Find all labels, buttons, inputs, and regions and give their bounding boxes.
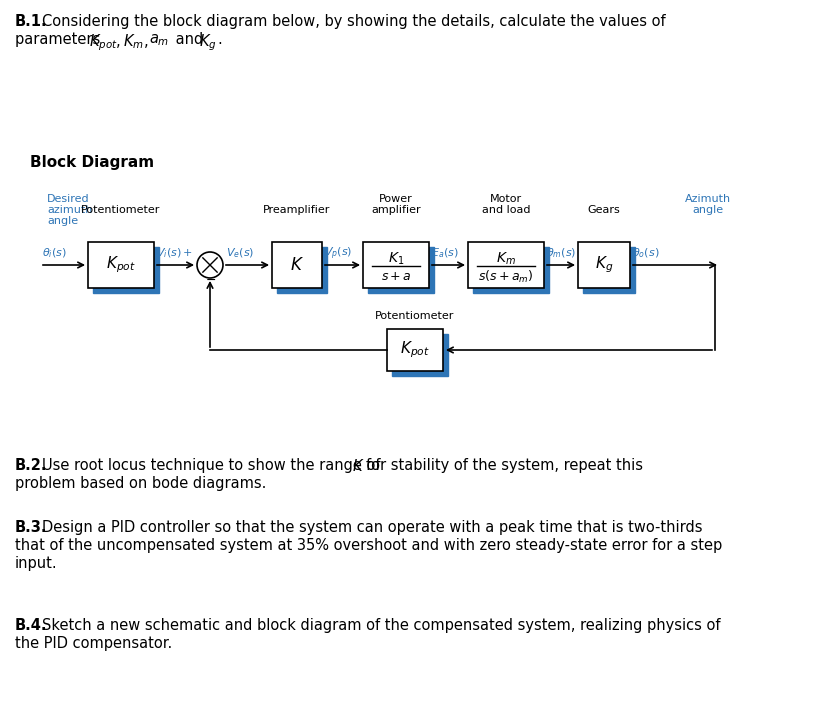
Text: Sketch a new schematic and block diagram of the compensated system, realizing ph: Sketch a new schematic and block diagram…: [42, 618, 720, 633]
Text: B.1.: B.1.: [15, 14, 47, 29]
Text: $K_m$,: $K_m$,: [123, 32, 148, 51]
Text: Gears: Gears: [588, 205, 620, 215]
Text: $K$: $K$: [290, 256, 304, 274]
Text: Potentiometer: Potentiometer: [82, 205, 161, 215]
Text: $K_g$: $K_g$: [595, 255, 613, 275]
Text: B.4.: B.4.: [15, 618, 47, 633]
Text: $K_m$: $K_m$: [496, 250, 516, 267]
Text: Block Diagram: Block Diagram: [30, 155, 154, 170]
Text: $a_m$: $a_m$: [149, 32, 170, 48]
Text: $V_i(s)+$: $V_i(s)+$: [156, 246, 193, 260]
Text: problem based on bode diagrams.: problem based on bode diagrams.: [15, 476, 267, 491]
Circle shape: [197, 252, 223, 278]
Text: Azimuth: Azimuth: [685, 194, 731, 204]
Text: $\theta_i(s)$: $\theta_i(s)$: [42, 246, 67, 260]
Text: for stability of the system, repeat this: for stability of the system, repeat this: [366, 458, 643, 473]
Text: B.3.: B.3.: [15, 520, 47, 535]
Text: input.: input.: [15, 556, 58, 571]
Text: angle: angle: [47, 216, 78, 226]
Text: $K_g$: $K_g$: [199, 32, 217, 52]
Text: $E_a(s)$: $E_a(s)$: [431, 246, 459, 260]
Text: parameters: parameters: [15, 32, 105, 47]
Bar: [387, 329, 443, 371]
Text: Power: Power: [379, 194, 413, 204]
Text: azimuth: azimuth: [47, 205, 92, 215]
Text: $s + a$: $s + a$: [381, 269, 412, 282]
Text: $-$: $-$: [205, 273, 216, 286]
Text: .: .: [217, 32, 222, 47]
Bar: [578, 242, 630, 288]
Bar: [363, 242, 429, 288]
Text: Considering the block diagram below, by showing the details, calculate the value: Considering the block diagram below, by …: [42, 14, 666, 29]
Text: Desired: Desired: [47, 194, 90, 204]
Text: that of the uncompensated system at 35% overshoot and with zero steady-state err: that of the uncompensated system at 35% …: [15, 538, 722, 553]
Bar: [277, 247, 327, 293]
Bar: [473, 247, 549, 293]
Text: $K_{pot}$: $K_{pot}$: [400, 340, 430, 360]
Text: the PID compensator.: the PID compensator.: [15, 636, 172, 651]
Bar: [392, 334, 448, 376]
Text: $K_{pot}$: $K_{pot}$: [106, 255, 136, 275]
Text: and: and: [171, 32, 208, 47]
Bar: [468, 242, 544, 288]
Text: $\theta_m(s)$: $\theta_m(s)$: [546, 246, 576, 260]
Text: Design a PID controller so that the system can operate with a peak time that is : Design a PID controller so that the syst…: [42, 520, 703, 535]
Bar: [583, 247, 635, 293]
Bar: [272, 242, 322, 288]
Bar: [93, 247, 159, 293]
Text: B.2.: B.2.: [15, 458, 47, 473]
Text: $V_p(s)$: $V_p(s)$: [324, 245, 352, 262]
Text: $K_{pot}$,: $K_{pot}$,: [89, 32, 121, 52]
Text: $K_1$: $K_1$: [388, 250, 404, 267]
Text: Motor: Motor: [490, 194, 522, 204]
Text: Preamplifier: Preamplifier: [263, 205, 331, 215]
Text: angle: angle: [693, 205, 724, 215]
Text: Potentiometer: Potentiometer: [376, 311, 455, 321]
Bar: [368, 247, 434, 293]
Text: $V_e(s)$: $V_e(s)$: [226, 246, 254, 260]
Text: Use root locus technique to show the range of: Use root locus technique to show the ran…: [42, 458, 385, 473]
Text: $s(s+a_m)$: $s(s+a_m)$: [478, 269, 534, 285]
Bar: [88, 242, 154, 288]
Text: $\theta_o(s)$: $\theta_o(s)$: [632, 246, 659, 260]
Text: amplifier: amplifier: [371, 205, 421, 215]
Text: and load: and load: [482, 205, 531, 215]
Text: $K$: $K$: [352, 458, 364, 474]
